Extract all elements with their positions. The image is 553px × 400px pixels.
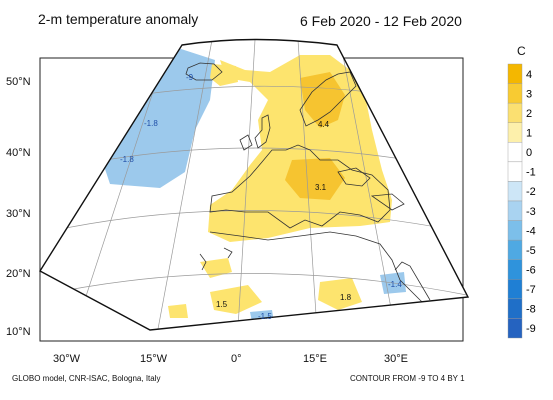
colorbar-swatch	[507, 161, 523, 182]
colorbar-swatch	[507, 220, 523, 241]
anomaly-label: 3.1	[315, 183, 327, 192]
coastlines	[185, 62, 441, 319]
model-credit: GLOBO model, CNR-ISAC, Bologna, Italy	[12, 374, 161, 383]
lat-label-20n: 20°N	[6, 268, 31, 280]
lon-label-30e: 30°E	[384, 353, 408, 365]
anomaly-label: 4.4	[318, 120, 330, 129]
anomaly-label: -1.8	[144, 119, 158, 128]
colorbar-swatch	[507, 259, 523, 280]
anomaly-label: 1.8	[340, 293, 352, 302]
lon-label-15w: 15°W	[140, 353, 168, 365]
date-range: 6 Feb 2020 - 12 Feb 2020	[300, 13, 462, 29]
warm-patch-africa-2	[210, 285, 262, 314]
anomaly-label: -1.5	[258, 312, 272, 321]
colorbar-swatch	[507, 122, 523, 143]
anomaly-label: -1.4	[388, 280, 402, 289]
lat-label-30n: 30°N	[6, 208, 31, 220]
warm-patch-africa-3	[318, 278, 362, 310]
colorbar-tick-label: -1	[526, 167, 536, 179]
colorbar-tick-label: -3	[526, 206, 536, 218]
colorbar-tick-label: -4	[526, 225, 536, 237]
lat-label-10n: 10°N	[6, 326, 31, 338]
map-content	[40, 39, 468, 330]
chart-title: 2-m temperature anomaly	[38, 11, 199, 27]
colorbar-tick-label: 4	[526, 69, 532, 81]
anomaly-label: -1.8	[120, 155, 134, 164]
anomaly-label: 1.5	[216, 300, 228, 309]
warm-patch-africa-1	[200, 258, 232, 278]
map-domain-outline	[39, 38, 470, 331]
lon-label-0: 0°	[231, 353, 242, 365]
colorbar-swatch	[507, 239, 523, 260]
colorbar-swatch	[507, 102, 523, 123]
colorbar-swatch	[507, 200, 523, 221]
colorbar-swatch	[507, 318, 523, 339]
warm-anomaly-europe	[208, 55, 392, 242]
strong-warm-scandinavia	[300, 72, 345, 128]
lon-label-30w: 30°W	[53, 353, 81, 365]
lon-label-15e: 15°E	[303, 353, 327, 365]
colorbar-tick-label: -9	[526, 323, 536, 335]
cold-anomaly-atlantic	[102, 48, 215, 188]
lat-label-40n: 40°N	[6, 147, 31, 159]
colorbar-tick-label: 3	[526, 88, 532, 100]
colorbar-tick-label: 2	[526, 108, 532, 120]
colorbar-swatch	[507, 142, 523, 163]
colorbar-swatch	[507, 181, 523, 202]
colorbar-swatch	[507, 279, 523, 300]
colorbar-swatch	[507, 63, 523, 84]
colorbar-swatch	[507, 83, 523, 104]
colorbar-tick-label: 1	[526, 128, 532, 140]
anomaly-label: -9	[186, 73, 194, 82]
colorbar-tick-label: -7	[526, 284, 536, 296]
lat-label-50n: 50°N	[6, 76, 31, 88]
colorbar-tick-label: -6	[526, 265, 536, 277]
colorbar-tick-label: -5	[526, 245, 536, 257]
colorbar-swatch	[507, 298, 523, 319]
colorbar-tick-label: -2	[526, 186, 536, 198]
colorbar-unit: C	[517, 44, 526, 58]
colorbar-legend: 4 3 2 1 0 -1 -2 -3 -4 -5 -6 -7 -8 -9	[507, 63, 536, 339]
warm-anomaly-iceland	[210, 64, 238, 86]
colorbar-tick-label: 0	[526, 147, 532, 159]
contour-note: CONTOUR FROM -9 TO 4 BY 1	[350, 374, 465, 383]
colorbar-tick-label: -8	[526, 304, 536, 316]
warm-patch-africa-4	[168, 304, 188, 318]
strong-warm-center	[285, 158, 345, 200]
